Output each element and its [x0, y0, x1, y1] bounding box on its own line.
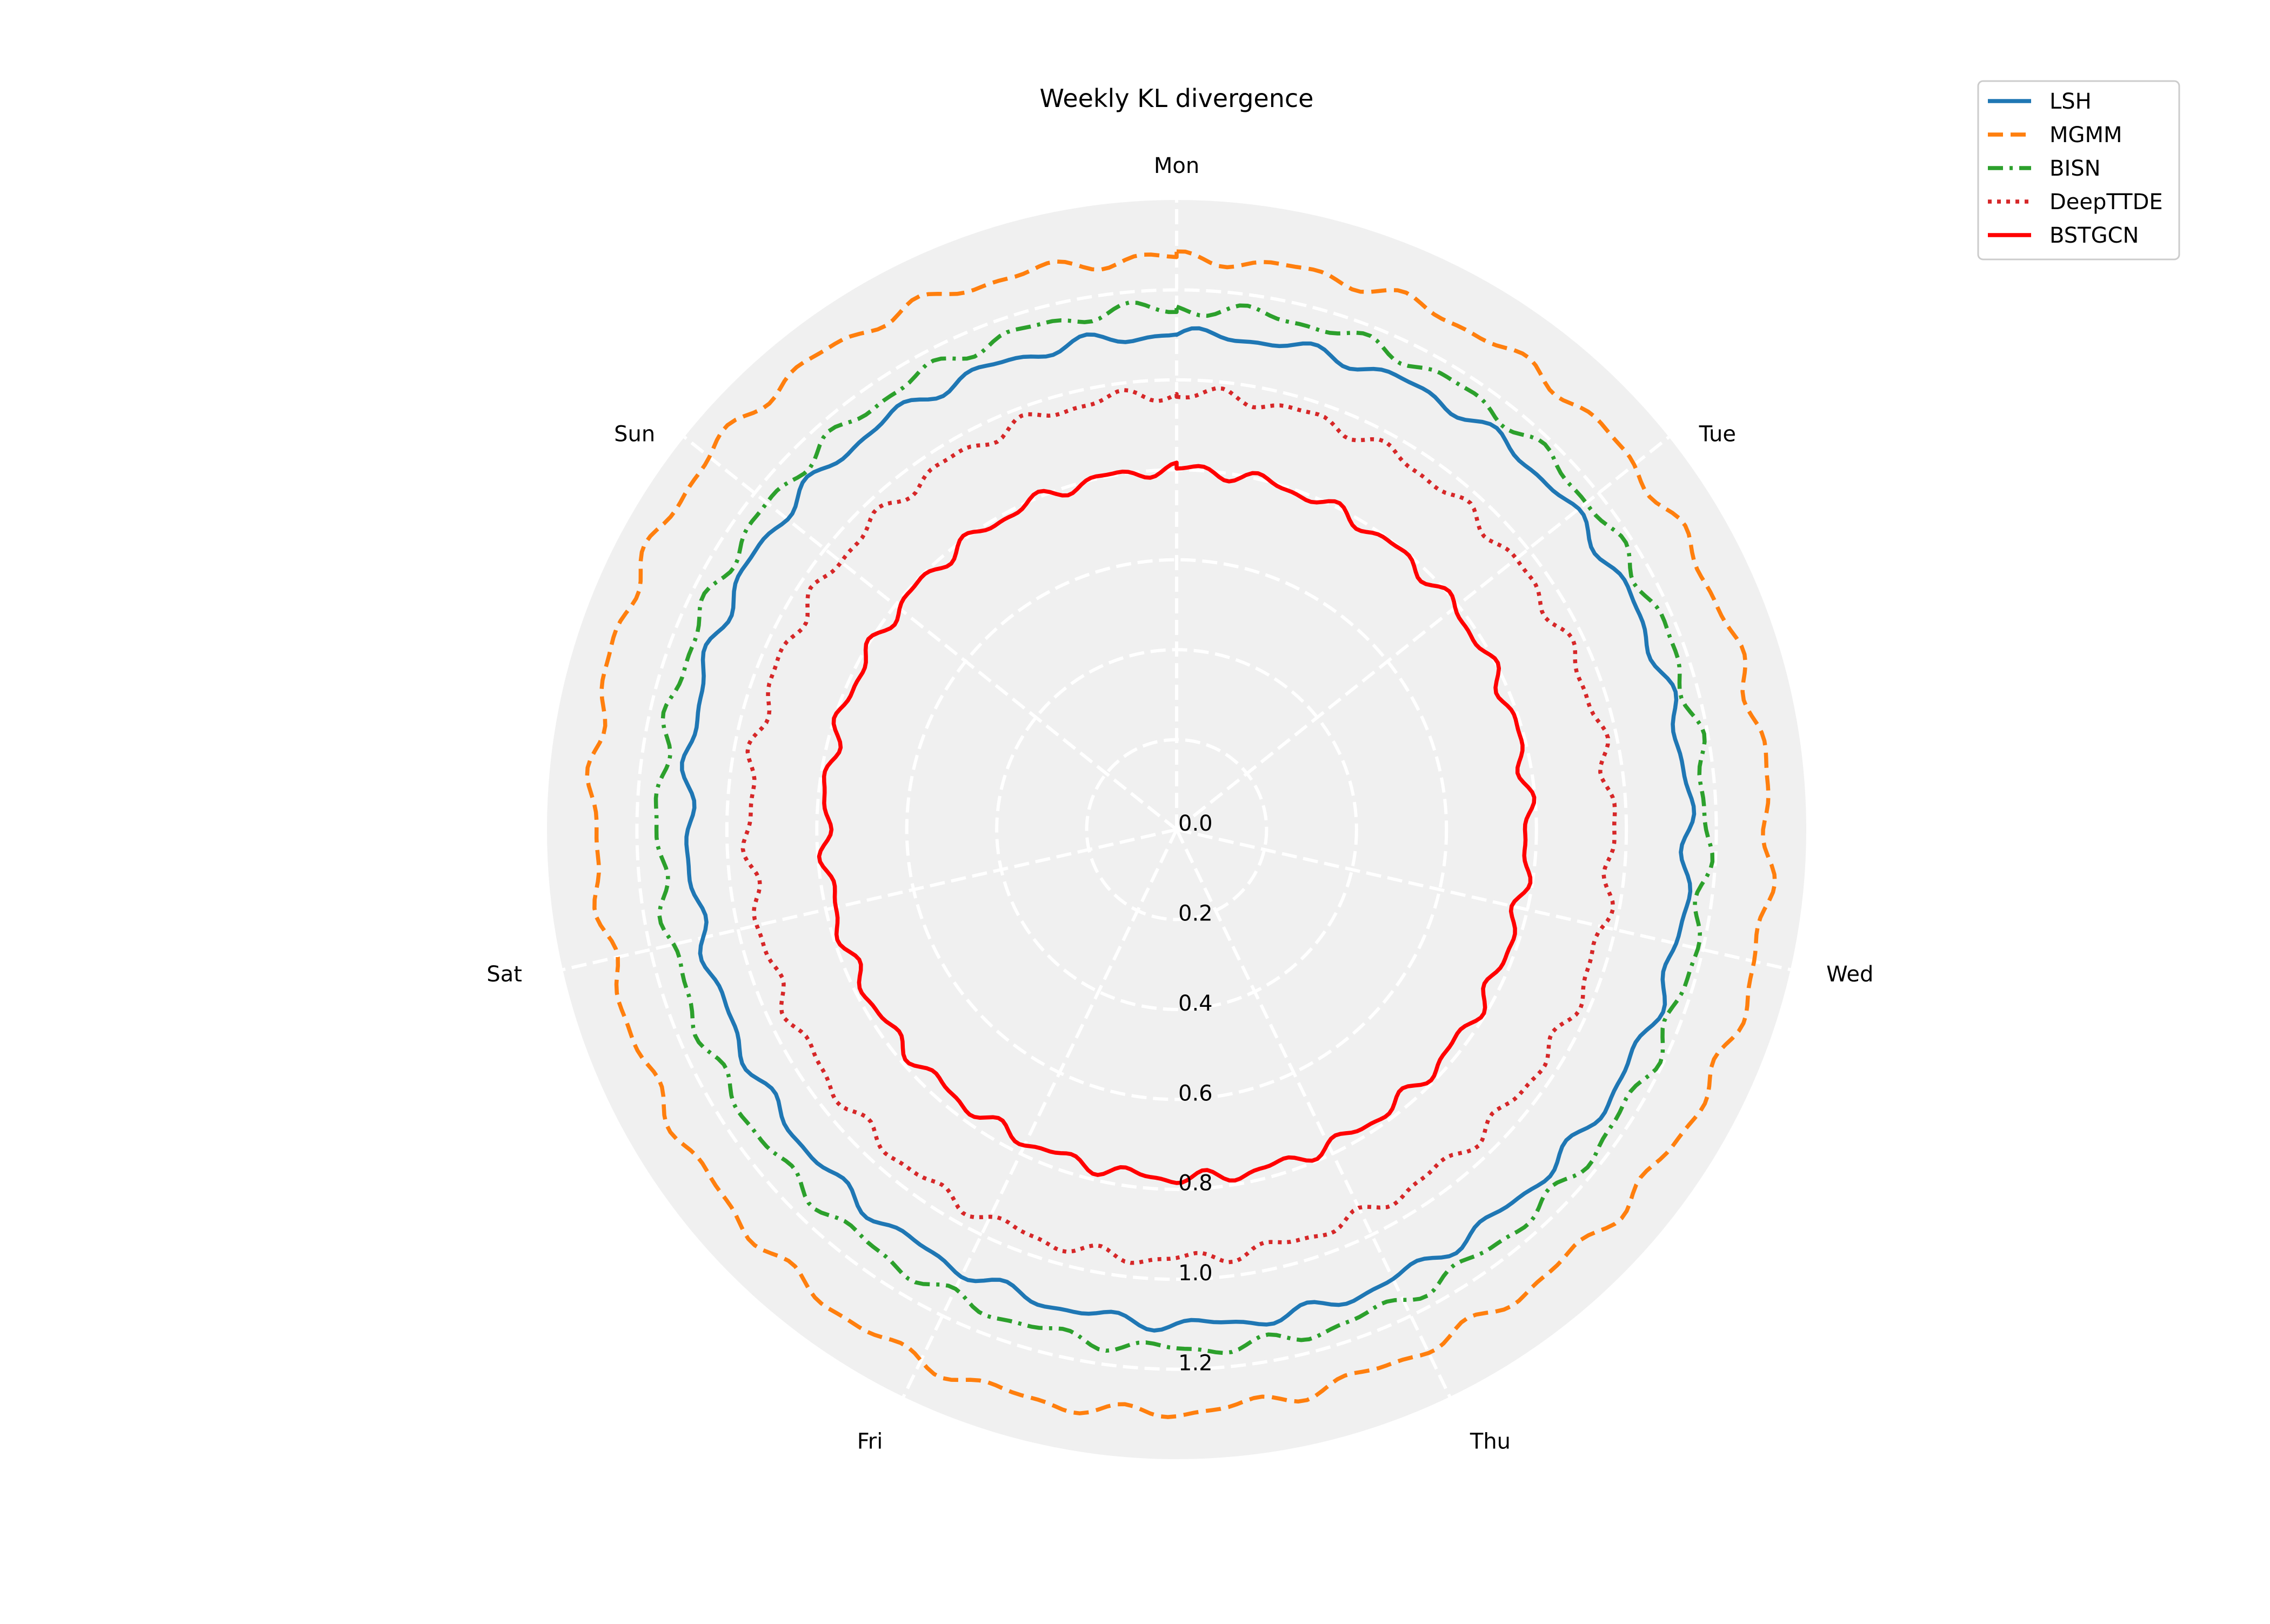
radial-tick-label: 1.2: [1178, 1351, 1213, 1376]
radial-tick-label: 0.2: [1178, 901, 1213, 926]
radial-grid-circle: [905, 558, 1448, 1101]
category-label-sun: Sun: [614, 422, 655, 447]
category-label-mon: Mon: [1154, 153, 1199, 178]
series-line-bisn: [653, 300, 1715, 1355]
legend-box: [1977, 80, 2180, 260]
radial-grid-circle: [635, 288, 1718, 1371]
radial-tick-label: 0.4: [1178, 991, 1213, 1016]
radial-tick-label: 0.6: [1178, 1081, 1213, 1106]
angular-grid-spoke: [1176, 436, 1670, 831]
category-label-tue: Tue: [1699, 422, 1736, 447]
legend-label-bisn: BISN: [2049, 156, 2101, 181]
legend-label-mgmm: MGMM: [2049, 123, 2122, 148]
angular-grid-spoke: [562, 828, 1177, 972]
chart-title: Weekly KL divergence: [1040, 84, 1314, 113]
radial-tick-label: 0.8: [1178, 1171, 1213, 1196]
category-label-sat: Sat: [486, 962, 522, 987]
radial-tick-label: 0.0: [1178, 811, 1213, 836]
angular-grid-spoke: [1176, 828, 1791, 972]
legend-label-lsh: LSH: [2049, 89, 2092, 114]
radial-tick-label: 1.0: [1178, 1261, 1213, 1286]
series-line-bstgcn: [817, 460, 1537, 1185]
angular-grid-spoke: [1175, 828, 1452, 1398]
legend-label-deepttde: DeepTTDE: [2049, 190, 2163, 215]
series-line-lsh: [680, 326, 1697, 1333]
angular-grid-spoke: [902, 828, 1178, 1398]
angular-grid-spoke: [683, 436, 1178, 831]
category-label-fri: Fri: [857, 1429, 883, 1454]
category-label-thu: Thu: [1470, 1429, 1511, 1454]
legend-label-bstgcn: BSTGCN: [2049, 223, 2139, 248]
radial-grid-circle: [725, 378, 1628, 1281]
series-line-mgmm: [585, 249, 1777, 1419]
category-label-wed: Wed: [1826, 962, 1873, 987]
